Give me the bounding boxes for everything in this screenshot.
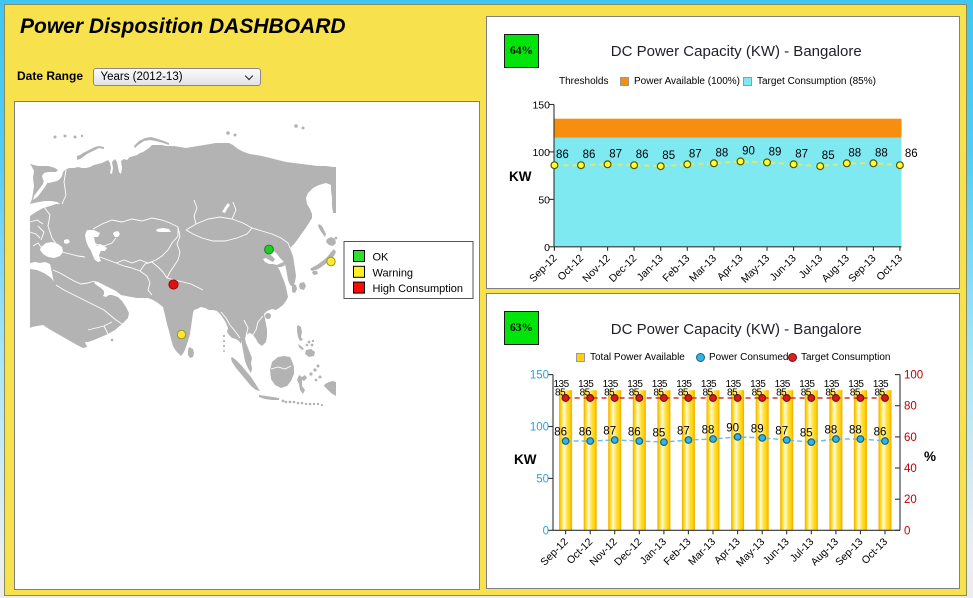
svg-text:135: 135: [848, 379, 864, 390]
svg-text:60: 60: [904, 431, 917, 443]
svg-text:85: 85: [629, 387, 640, 398]
svg-text:100: 100: [904, 369, 923, 381]
svg-text:85: 85: [653, 387, 664, 398]
svg-text:Warning: Warning: [373, 267, 414, 279]
svg-text:86: 86: [579, 426, 592, 438]
svg-text:Oct-13: Oct-13: [859, 535, 890, 566]
svg-text:Dec-12: Dec-12: [607, 252, 640, 285]
svg-text:135: 135: [824, 379, 840, 390]
svg-text:85: 85: [822, 150, 835, 162]
svg-text:88: 88: [702, 424, 715, 436]
svg-text:150: 150: [530, 369, 549, 381]
svg-text:85: 85: [604, 387, 615, 398]
svg-text:88: 88: [849, 424, 862, 436]
svg-text:85: 85: [825, 387, 836, 398]
svg-text:135: 135: [799, 379, 815, 390]
svg-text:Jun-13: Jun-13: [768, 252, 799, 283]
svg-text:135: 135: [726, 379, 742, 390]
svg-text:150: 150: [532, 100, 550, 112]
svg-text:135: 135: [554, 379, 570, 390]
svg-text:Mar-13: Mar-13: [686, 535, 718, 567]
svg-text:0: 0: [904, 525, 910, 537]
svg-text:85: 85: [800, 427, 813, 439]
svg-text:KW: KW: [509, 169, 532, 184]
svg-text:87: 87: [677, 425, 690, 437]
svg-text:KW: KW: [514, 452, 537, 467]
svg-text:90: 90: [726, 422, 739, 434]
svg-text:85: 85: [727, 387, 738, 398]
svg-text:85: 85: [653, 427, 666, 439]
svg-text:85: 85: [702, 387, 713, 398]
svg-text:85: 85: [874, 387, 885, 398]
svg-text:90: 90: [742, 145, 755, 157]
svg-text:86: 86: [583, 149, 596, 161]
svg-text:87: 87: [795, 148, 808, 160]
svg-text:85: 85: [850, 387, 861, 398]
svg-text:135: 135: [652, 379, 668, 390]
svg-text:135: 135: [873, 379, 889, 390]
svg-text:Sep-13: Sep-13: [846, 252, 879, 285]
svg-text:85: 85: [662, 150, 675, 162]
svg-text:87: 87: [689, 148, 702, 160]
svg-text:100: 100: [532, 147, 550, 159]
svg-text:May-13: May-13: [739, 252, 772, 285]
svg-text:High Consumption: High Consumption: [373, 283, 464, 295]
svg-text:85: 85: [801, 387, 812, 398]
svg-text:80: 80: [904, 400, 917, 412]
svg-text:Sep-12: Sep-12: [538, 535, 571, 568]
svg-text:Mar-13: Mar-13: [687, 252, 719, 284]
svg-text:135: 135: [603, 379, 619, 390]
svg-text:87: 87: [609, 148, 622, 160]
svg-text:0: 0: [543, 525, 549, 537]
svg-text:88: 88: [825, 424, 838, 436]
svg-text:0: 0: [544, 242, 550, 254]
svg-text:OK: OK: [373, 252, 390, 264]
svg-text:85: 85: [678, 387, 689, 398]
svg-text:Jun-13: Jun-13: [761, 535, 792, 566]
svg-text:Feb-13: Feb-13: [660, 252, 692, 284]
svg-text:135: 135: [578, 379, 594, 390]
svg-text:135: 135: [775, 379, 791, 390]
svg-text:85: 85: [555, 387, 566, 398]
svg-text:Dec-12: Dec-12: [612, 535, 645, 568]
svg-text:86: 86: [556, 149, 569, 161]
svg-text:50: 50: [538, 194, 550, 206]
svg-text:89: 89: [769, 146, 782, 158]
svg-text:100: 100: [530, 421, 549, 433]
svg-text:Sep-13: Sep-13: [833, 535, 866, 568]
svg-text:88: 88: [875, 147, 888, 159]
svg-text:88: 88: [716, 147, 729, 159]
svg-text:Aug-13: Aug-13: [819, 252, 852, 285]
svg-text:87: 87: [603, 425, 616, 437]
svg-text:86: 86: [874, 426, 887, 438]
svg-text:85: 85: [580, 387, 591, 398]
svg-text:Sep-12: Sep-12: [527, 252, 560, 285]
svg-text:86: 86: [554, 426, 567, 438]
svg-text:86: 86: [628, 426, 641, 438]
svg-text:%: %: [924, 449, 936, 464]
svg-text:85: 85: [776, 387, 787, 398]
svg-text:86: 86: [636, 149, 649, 161]
svg-text:89: 89: [751, 423, 764, 435]
svg-text:Nov-12: Nov-12: [580, 252, 613, 285]
svg-text:40: 40: [904, 463, 917, 475]
svg-text:50: 50: [536, 473, 549, 485]
svg-text:Oct-13: Oct-13: [874, 252, 905, 283]
svg-text:Jan-13: Jan-13: [635, 252, 666, 283]
svg-text:135: 135: [627, 379, 643, 390]
svg-text:135: 135: [701, 379, 717, 390]
svg-text:86: 86: [905, 148, 918, 160]
svg-text:88: 88: [848, 147, 861, 159]
svg-text:87: 87: [775, 425, 788, 437]
svg-text:135: 135: [750, 379, 766, 390]
svg-text:20: 20: [904, 494, 917, 506]
svg-text:135: 135: [676, 379, 692, 390]
svg-text:85: 85: [752, 387, 763, 398]
